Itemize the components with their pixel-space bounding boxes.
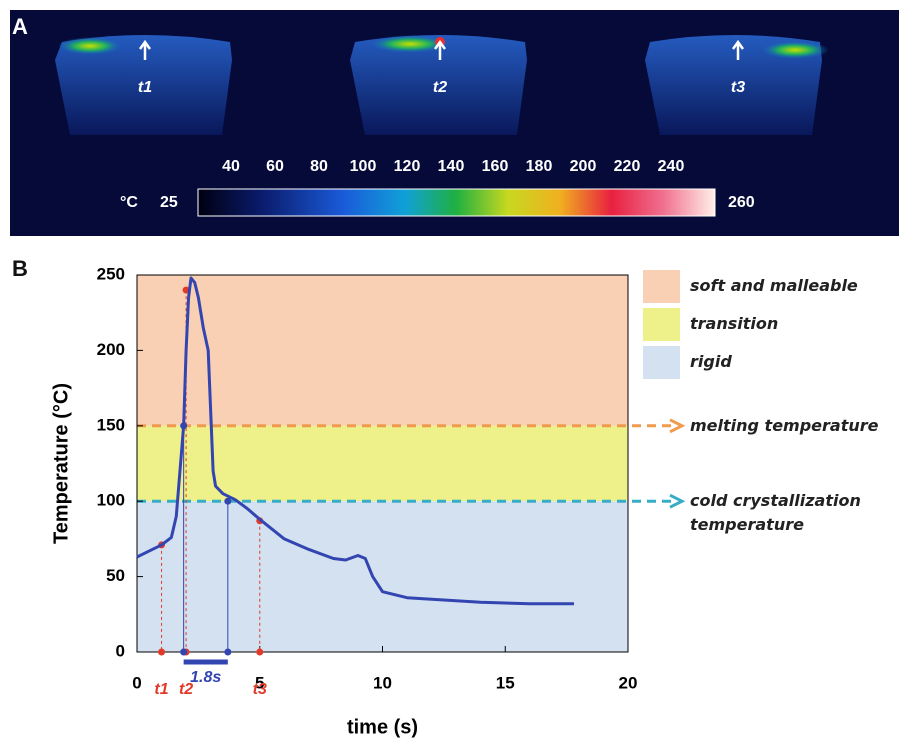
panel-label: A [12,14,28,39]
x-tick-label: 10 [373,673,392,692]
x-tick-label: 5 [255,673,264,692]
x-axis-label: time (s) [347,716,418,738]
time-label: t3 [731,79,745,96]
marker-label: t1 [154,681,168,698]
colorbar-tick-label: 100 [350,158,377,175]
duration-point [224,497,232,505]
legend-label: transition [690,314,779,333]
x-tick-label: 0 [132,673,141,692]
marker-label: t3 [253,681,267,698]
series-line [136,276,574,606]
colorbar-tick-label: 200 [570,158,597,175]
legend-label: rigid [690,352,732,371]
time-label: t2 [433,79,447,96]
colorbar-tick-label: 40 [222,158,240,175]
y-tick-label: 100 [97,491,125,510]
marker-foot [158,648,166,656]
colorbar-max: 260 [728,194,755,211]
y-tick-label: 50 [106,566,125,585]
arrow [731,39,745,60]
colorbar-tick-label: 120 [394,158,421,175]
panel-label: B [12,256,28,281]
duration-foot [224,648,232,656]
x-tick-label: 20 [619,673,638,692]
y-tick-label: 150 [97,415,125,434]
thermal-sample [55,35,232,135]
duration-foot [180,648,188,656]
legend-swatch [643,270,680,303]
y-tick-label: 250 [97,264,125,283]
duration-label: 1.8s [190,669,221,686]
thermal-sample [645,35,829,135]
colorbar-tick-label: 140 [438,158,465,175]
colorbar-tick-label: 80 [310,158,328,175]
arrow [433,39,447,60]
time-label: t1 [138,79,152,96]
y-axis-label: Temperature (°C) [50,383,72,544]
colorbar-tick-label: 220 [614,158,641,175]
colorbar-min: 25 [160,194,178,211]
marker-foot [256,648,264,656]
annotation: melting temperature [690,415,879,435]
legend-swatch [643,346,680,379]
legend-swatch [643,308,680,341]
arrow [138,39,152,60]
y-tick-label: 200 [97,340,125,359]
legend-label: soft and malleable [690,276,858,295]
colorbar-tick-label: 240 [658,158,685,175]
colorbar [197,188,716,217]
annotation: cold crystallization temperature [690,491,861,535]
region [137,501,628,652]
region [137,275,628,426]
arrow-head [669,418,686,434]
colorbar-unit: °C [120,194,138,211]
colorbar-tick-label: 160 [482,158,509,175]
colorbar-tick-label: 60 [266,158,284,175]
y-tick-label: 0 [116,641,125,660]
arrow-head [669,493,686,509]
marker-label: t2 [179,681,193,698]
colorbar-tick-label: 180 [526,158,553,175]
x-tick-label: 15 [496,673,515,692]
